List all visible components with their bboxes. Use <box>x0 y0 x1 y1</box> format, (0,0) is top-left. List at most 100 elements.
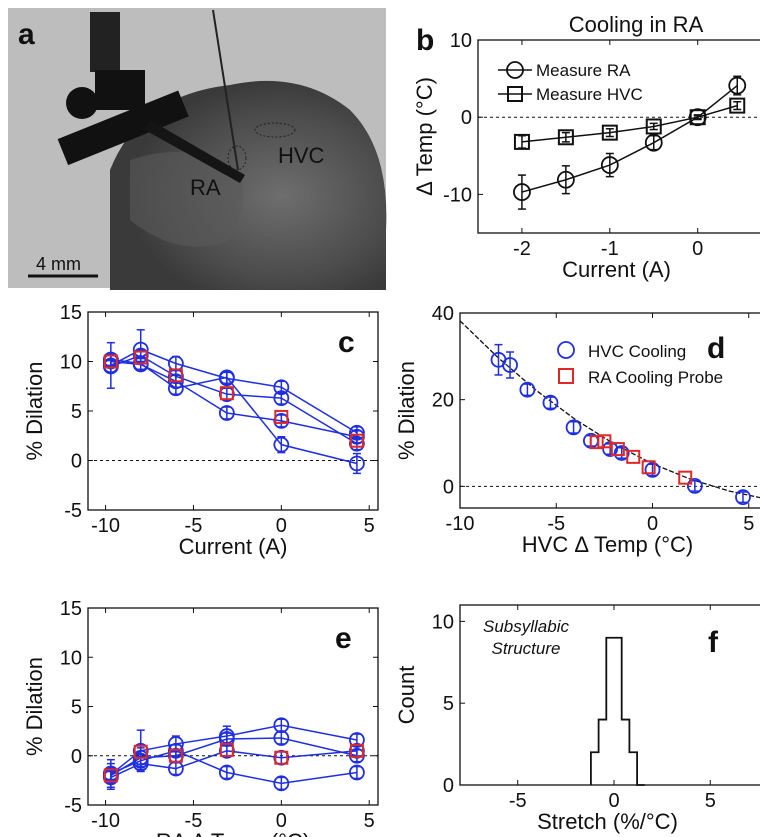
data-point-circle <box>735 489 751 506</box>
data-point-circle <box>565 419 582 436</box>
data-point-square <box>610 442 625 457</box>
panel-a: RA HVC 4 mm a <box>8 8 387 290</box>
data-point-circle <box>644 461 661 478</box>
data-point-square <box>168 368 183 383</box>
y-axis-label: Count <box>394 666 419 725</box>
y-tick-label: -10 <box>443 184 472 206</box>
x-tick-label: 5 <box>364 810 375 832</box>
x-axis-label: Current (A) <box>179 534 288 559</box>
data-point-square <box>641 460 656 475</box>
x-tick-label: 0 <box>276 810 287 832</box>
histogram-annotation: Subsyllabic <box>483 617 569 636</box>
y-tick-label: 20 <box>432 390 454 412</box>
data-point-square <box>729 97 746 114</box>
data-point-circle <box>556 170 575 189</box>
data-point-square <box>645 118 662 135</box>
series-line <box>110 750 358 785</box>
annotation-ra: RA <box>190 175 221 200</box>
legend-label: Measure RA <box>536 61 631 80</box>
data-point-circle <box>600 156 619 174</box>
x-tick-label: -10 <box>91 515 120 537</box>
data-point-square <box>274 750 289 765</box>
data-point-square <box>589 435 604 450</box>
x-tick-label: -5 <box>547 513 565 535</box>
legend-label: HVC Cooling <box>588 342 686 361</box>
legend-marker <box>507 86 523 102</box>
data-point-circle <box>728 76 747 95</box>
y-tick-label: 5 <box>71 697 82 719</box>
x-tick-label: -5 <box>185 515 203 537</box>
y-axis-label: % Dilation <box>22 361 47 460</box>
hvc-outline <box>254 122 296 138</box>
data-point-circle <box>513 183 531 201</box>
data-point-circle <box>349 764 365 781</box>
legend-marker <box>557 341 575 359</box>
panel-c: -10 -5 0 5 -5 0 5 10 15 Current (A) % Dilation c <box>22 302 379 559</box>
panel-label-d: d <box>707 332 725 365</box>
panel-label-b: b <box>416 24 434 57</box>
data-point-circle <box>519 381 536 398</box>
data-point-square <box>349 743 364 758</box>
y-axis-label: % Dilation <box>394 361 419 460</box>
x-tick-label: -10 <box>91 810 120 832</box>
data-point-square <box>103 354 118 369</box>
data-point-square <box>678 470 693 485</box>
skull-shadow <box>130 152 244 247</box>
data-point-circle <box>349 455 365 472</box>
y-tick-label: 0 <box>71 746 82 768</box>
scalebar-label: 4 mm <box>36 254 81 274</box>
x-axis-label: HVC Δ Temp (°C) <box>522 532 693 557</box>
data-point-square <box>597 434 612 449</box>
axes-frame <box>477 39 760 234</box>
data-point-circle <box>542 394 559 411</box>
data-point-circle <box>218 764 235 781</box>
data-point-square <box>349 433 364 448</box>
data-point-square <box>168 748 183 763</box>
data-point-circle <box>686 477 703 494</box>
data-point-square <box>219 742 234 757</box>
legend-marker <box>506 61 524 79</box>
y-tick-label: 5 <box>443 693 454 715</box>
y-tick-label: -5 <box>64 795 82 817</box>
x-tick-label: 0 <box>692 238 703 260</box>
data-point-circle <box>273 730 290 746</box>
x-axis-label: Current (A) <box>562 257 671 282</box>
x-tick-label: 0 <box>276 515 287 537</box>
panel-label-a: a <box>18 18 35 51</box>
chart-title: Cooling in RA <box>569 12 704 37</box>
y-tick-label: -5 <box>64 500 82 522</box>
y-tick-label: 15 <box>60 302 82 324</box>
x-axis-label: Stretch (%/°C) <box>537 809 678 834</box>
y-axis-label: % Dilation <box>22 657 47 756</box>
annotation-hvc: HVC <box>278 143 325 168</box>
y-tick-label: 5 <box>71 401 82 423</box>
data-point-circle <box>273 775 290 792</box>
x-tick-label: 5 <box>743 513 754 535</box>
legend-label: Measure HVC <box>536 85 643 104</box>
data-point-circle <box>273 436 290 453</box>
axes-frame <box>459 312 760 509</box>
stereotax-device <box>57 9 245 183</box>
data-point-circle <box>218 405 235 421</box>
x-tick-label: -10 <box>446 513 475 535</box>
data-point-circle <box>132 752 149 769</box>
data-point-circle <box>644 133 663 152</box>
data-point-circle <box>218 369 235 386</box>
data-point-circle <box>613 445 630 461</box>
y-tick-label: 0 <box>443 476 454 498</box>
data-point-square <box>219 386 234 401</box>
x-tick-label: 0 <box>608 790 619 812</box>
x-axis-label: RA Δ Temp (°C) <box>156 829 310 837</box>
y-tick-label: 10 <box>60 647 82 669</box>
y-tick-label: 40 <box>432 303 454 325</box>
data-point-square <box>601 124 618 141</box>
histogram-annotation: Structure <box>492 639 561 658</box>
histogram-outline <box>590 636 645 786</box>
series-line <box>110 360 358 438</box>
data-point-square <box>557 129 574 146</box>
data-point-circle <box>273 390 290 407</box>
legend-label: RA Cooling Probe <box>588 368 723 387</box>
y-tick-label: 10 <box>60 352 82 374</box>
